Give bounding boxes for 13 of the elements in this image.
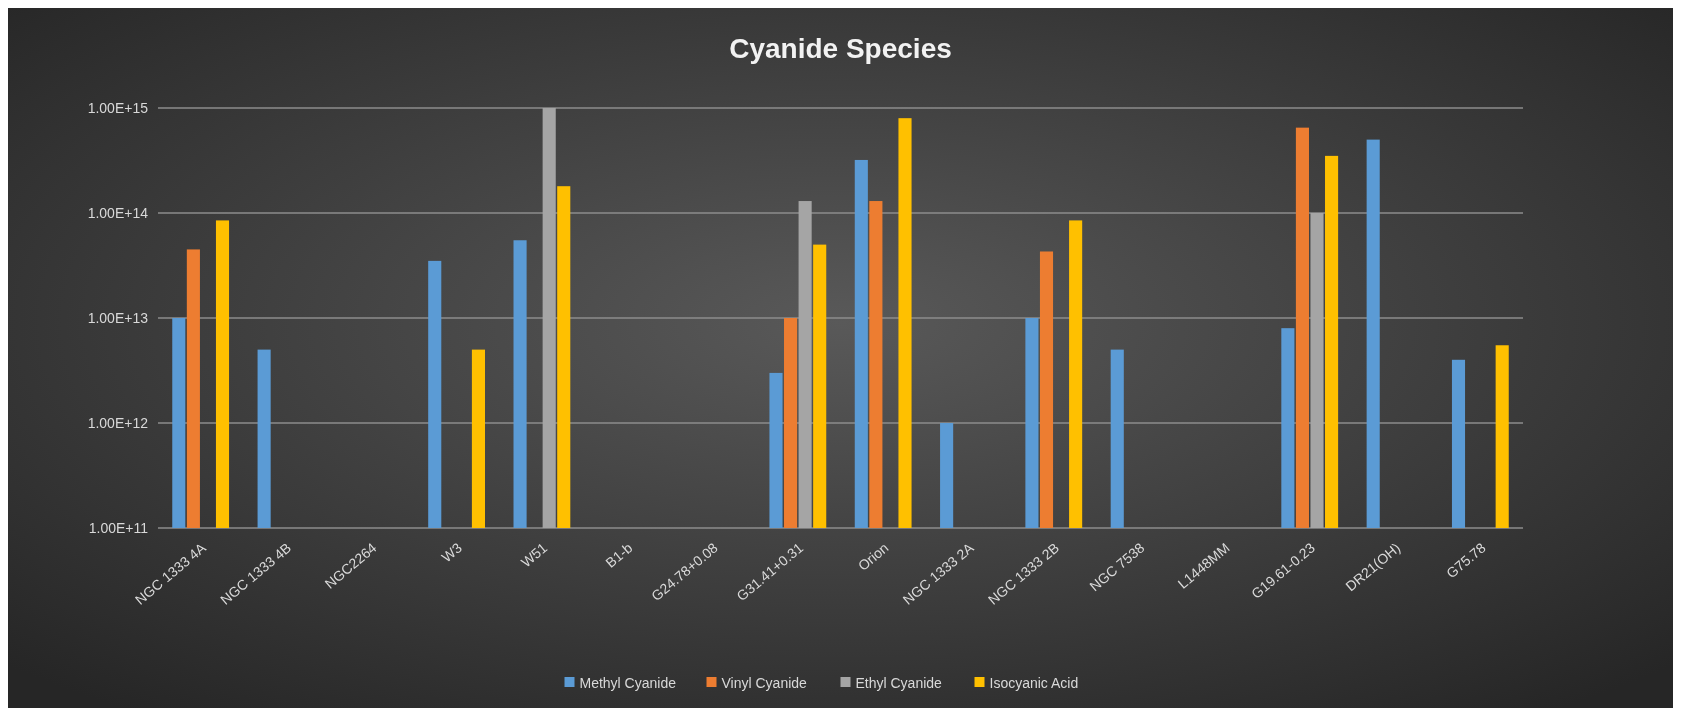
y-tick-label: 1.00E+14 [87, 204, 149, 221]
y-tick-label: 1.00E+11 [88, 519, 149, 536]
y-tick-label: 1.00E+12 [87, 414, 149, 431]
y-tick-label: 1.00E+13 [87, 309, 149, 326]
chart-title: Cyanide Species [729, 33, 952, 64]
legend-label: Vinyl Cyanide [721, 674, 808, 691]
y-tick-label: 1.00E+15 [87, 99, 149, 116]
x-tick-label: W51 [517, 539, 551, 571]
legend-label: Methyl Cyanide [579, 674, 677, 691]
x-tick-label: W3 [438, 539, 465, 566]
legend-label: Isocyanic Acid [989, 674, 1079, 691]
x-tick-label: B1-b [602, 539, 636, 571]
legend-label: Ethyl Cyanide [855, 674, 943, 691]
